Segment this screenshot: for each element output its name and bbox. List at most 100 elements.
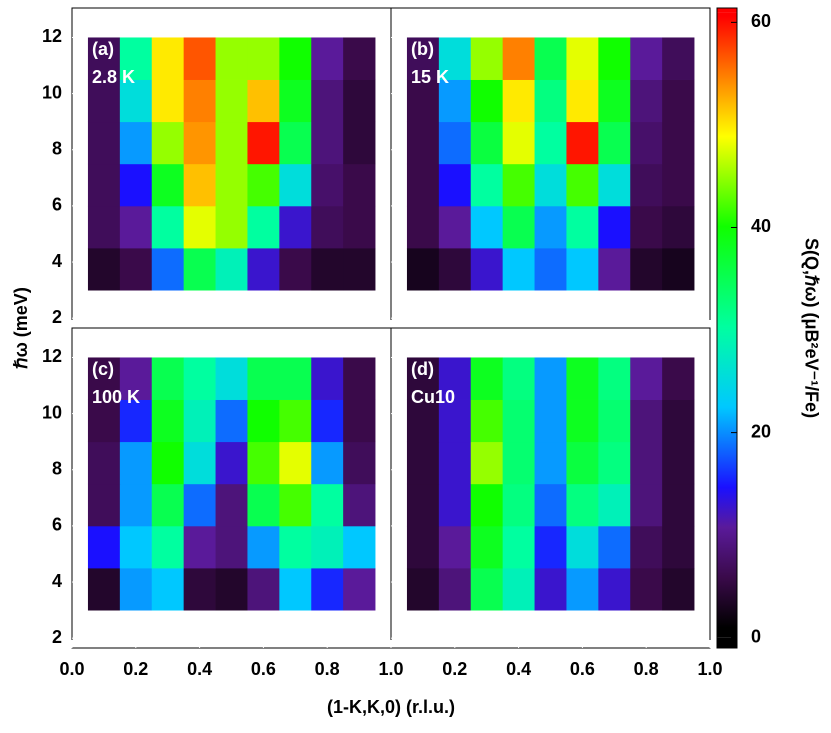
heatmap-cell <box>215 163 248 207</box>
heatmap-cell <box>566 205 599 249</box>
heatmap-cell <box>151 483 185 527</box>
heatmap-cell <box>87 121 121 165</box>
heatmap-cell <box>534 121 567 165</box>
heatmap-cell <box>343 121 376 165</box>
y-tick-label: 6 <box>52 195 62 215</box>
heatmap-cell <box>598 79 631 123</box>
y-tick-label: 12 <box>42 346 62 366</box>
heatmap-cell <box>87 568 121 611</box>
y-tick-label: 10 <box>42 402 62 422</box>
heatmap-cell <box>566 163 599 207</box>
heatmap-cell <box>438 399 472 443</box>
heatmap-cell <box>119 357 153 400</box>
heatmap-cell <box>470 79 504 123</box>
heatmap-cell <box>566 248 599 291</box>
heatmap-cell <box>311 525 344 569</box>
heatmap-cell <box>215 441 248 485</box>
heatmap-cell <box>87 399 121 443</box>
colorbar-tick-label: 20 <box>751 421 771 441</box>
heatmap-cell <box>311 399 344 443</box>
heatmap-cell <box>438 37 472 80</box>
heatmap-cell <box>343 483 376 527</box>
heatmap-cell <box>247 399 280 443</box>
heatmap-cell <box>566 399 599 443</box>
panel-condition: Cu10 <box>411 387 455 407</box>
heatmap-cell <box>630 37 663 80</box>
heatmap-cell <box>183 79 216 123</box>
heatmap-cell <box>279 121 312 165</box>
heatmap-cell <box>470 483 504 527</box>
heatmap-cell <box>151 441 185 485</box>
heatmap-cell <box>630 205 663 249</box>
heatmap-cell <box>343 248 376 291</box>
heatmap-cell <box>279 37 312 80</box>
heatmap-cell <box>279 205 312 249</box>
heatmap-cell <box>183 441 216 485</box>
heatmap-cell <box>343 441 376 485</box>
heatmap-cell <box>183 568 216 611</box>
y-tick-label: 4 <box>52 251 62 271</box>
heatmap-cell <box>183 205 216 249</box>
heatmap-cell <box>630 441 663 485</box>
colorbar-frame <box>716 7 738 649</box>
heatmap-cell <box>662 441 695 485</box>
heatmap-cell <box>119 568 153 611</box>
heatmap-cell <box>87 248 121 291</box>
heatmap-cell <box>119 441 153 485</box>
heatmap-cell <box>406 525 440 569</box>
heatmap-cell <box>183 399 216 443</box>
heatmap-cell <box>311 483 344 527</box>
heatmap-cell <box>87 525 121 569</box>
heatmap-cell <box>470 568 504 611</box>
x-tick-label: 0.2 <box>123 659 148 679</box>
heatmap-cell <box>662 399 695 443</box>
heatmap-cell <box>438 205 472 249</box>
heatmap-cell <box>119 525 153 569</box>
y-tick-label: 12 <box>42 26 62 46</box>
heatmap-cell <box>534 357 567 400</box>
heatmap-cell <box>343 163 376 207</box>
heatmap-cell <box>438 568 472 611</box>
heatmap-cell <box>662 121 695 165</box>
heatmap-cell <box>470 399 504 443</box>
heatmap-cell <box>662 163 695 207</box>
heatmap-cell <box>502 441 535 485</box>
heatmap-cell <box>598 525 631 569</box>
heatmap-cell <box>119 121 153 165</box>
heatmap-cell <box>662 525 695 569</box>
x-tick-label: 0.2 <box>442 659 467 679</box>
heatmap-cell <box>662 483 695 527</box>
heatmap-cell <box>247 568 280 611</box>
x-tick-label: 0.8 <box>634 659 659 679</box>
heatmap-cell <box>406 163 440 207</box>
heatmap-cell <box>311 357 344 400</box>
heatmap-cell <box>534 483 567 527</box>
heatmap-cell <box>311 441 344 485</box>
x-tick-label: 0.0 <box>59 659 84 679</box>
heatmap-cell <box>438 248 472 291</box>
panel-label: (b) <box>411 39 434 59</box>
panel-label: (d) <box>411 359 434 379</box>
heatmap-cell <box>502 205 535 249</box>
heatmap-cell <box>470 205 504 249</box>
heatmap-cell <box>343 399 376 443</box>
heatmap-cell <box>247 121 280 165</box>
heatmap-cell <box>470 163 504 207</box>
colorbar-fill <box>717 637 737 648</box>
heatmap-cell <box>566 483 599 527</box>
heatmap-cell <box>662 357 695 400</box>
heatmap-cell <box>502 248 535 291</box>
heatmap-cell <box>566 441 599 485</box>
heatmap-cell <box>630 357 663 400</box>
heatmap-cell <box>566 121 599 165</box>
colorbar-label: S(Q,ℏω) (μB²eV⁻¹/Fe) <box>801 238 821 418</box>
heatmap-cell <box>151 79 185 123</box>
y-tick-label: 2 <box>52 307 62 327</box>
heatmap-cell <box>630 163 663 207</box>
heatmap-cell <box>534 79 567 123</box>
heatmap-cell <box>151 121 185 165</box>
heatmap-cell <box>183 121 216 165</box>
heatmap-cell <box>215 37 248 80</box>
x-tick-label: 0.8 <box>315 659 340 679</box>
heatmap-cell <box>598 357 631 400</box>
